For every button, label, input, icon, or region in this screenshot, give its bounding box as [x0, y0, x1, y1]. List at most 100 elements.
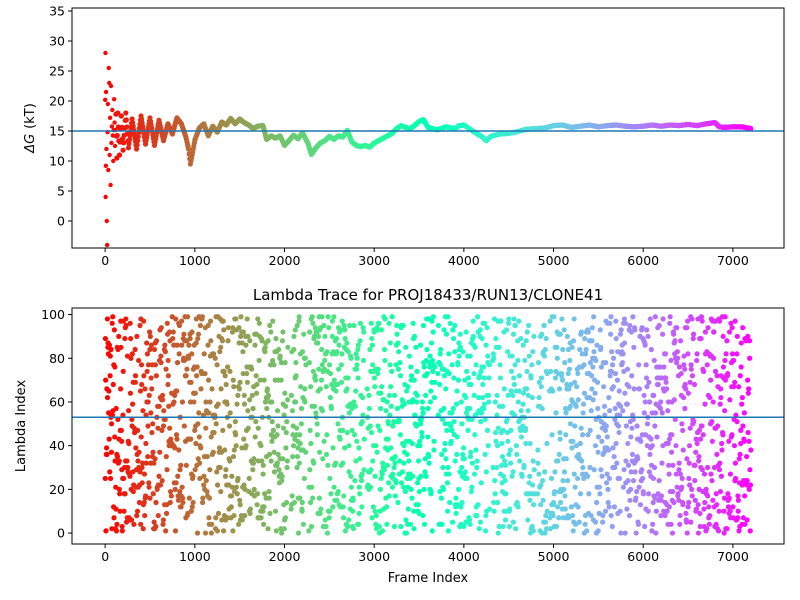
- lambda-point: [357, 491, 363, 497]
- lambda-point: [391, 523, 398, 530]
- lambda-point: [138, 521, 144, 527]
- lambda-point: [591, 349, 597, 355]
- lambda-point: [600, 519, 606, 525]
- lambda-point: [622, 390, 628, 396]
- lambda-point: [203, 478, 209, 484]
- lambda-point: [571, 316, 577, 322]
- lambda-point: [324, 349, 330, 355]
- lambda-point: [653, 530, 659, 536]
- lambda-point: [703, 486, 709, 492]
- lambda-point: [290, 443, 297, 449]
- lambda-point: [501, 386, 507, 392]
- lambda-point: [214, 469, 220, 475]
- lambda-point: [549, 432, 555, 438]
- lambda-point: [561, 469, 568, 475]
- lambda-point: [536, 394, 542, 401]
- lambda-point: [600, 512, 606, 519]
- lambda-point: [408, 486, 414, 492]
- lambda-point: [581, 362, 587, 368]
- lambda-point: [424, 370, 430, 377]
- lambda-point: [740, 423, 746, 429]
- lambda-point: [430, 314, 436, 320]
- lambda-point: [668, 449, 675, 455]
- lambda-point: [439, 451, 445, 458]
- lambda-point: [613, 440, 619, 447]
- lambda-point: [331, 377, 337, 383]
- lambda-point: [209, 521, 215, 527]
- lambda-point: [218, 344, 224, 350]
- lambda-point: [356, 510, 362, 517]
- lambda-point: [172, 528, 179, 534]
- lambda-point: [699, 318, 705, 324]
- lambda-point: [141, 499, 147, 506]
- lambda-point: [581, 475, 587, 482]
- lambda-point: [574, 384, 580, 390]
- lambda-point: [576, 451, 582, 458]
- lambda-point: [368, 467, 374, 473]
- lambda-point: [334, 497, 340, 503]
- lambda-point: [595, 405, 601, 412]
- lambda-point: [730, 504, 736, 510]
- lambda-point: [389, 368, 395, 374]
- lambda-point: [449, 519, 456, 525]
- lambda-point: [509, 473, 515, 479]
- lambda-point: [510, 519, 516, 525]
- lambda-point: [567, 421, 574, 427]
- lambda-point: [356, 484, 362, 490]
- lambda-point: [658, 399, 664, 405]
- lambda-point: [307, 427, 313, 433]
- lambda-point: [716, 508, 722, 514]
- lambda-point: [459, 499, 465, 506]
- lambda-point: [561, 486, 567, 492]
- lambda-point: [218, 386, 224, 392]
- dg-point: [748, 126, 754, 132]
- lambda-point: [371, 375, 378, 381]
- lambda-point: [608, 314, 614, 320]
- lambda-point: [469, 460, 476, 466]
- lambda-point: [253, 390, 260, 396]
- lambda-point: [454, 434, 460, 440]
- lambda-point: [502, 517, 509, 523]
- lambda-point: [610, 355, 617, 361]
- lambda-point: [689, 493, 695, 499]
- lambda-x-tick-label: 7000: [717, 549, 749, 564]
- lambda-point: [748, 447, 754, 453]
- lambda-point: [414, 399, 420, 405]
- lambda-point: [370, 458, 376, 464]
- lambda-point: [614, 377, 621, 383]
- lambda-point: [497, 375, 504, 381]
- lambda-point: [639, 325, 645, 331]
- lambda-point: [529, 482, 536, 488]
- lambda-point: [239, 340, 245, 346]
- lambda-point: [719, 447, 725, 453]
- dg-point: [103, 194, 108, 200]
- lambda-point: [452, 458, 458, 464]
- lambda-point: [300, 521, 307, 527]
- lambda-point: [465, 427, 471, 433]
- lambda-point: [233, 484, 240, 490]
- lambda-point: [112, 364, 118, 370]
- lambda-point: [265, 392, 272, 399]
- lambda-point: [420, 410, 426, 416]
- lambda-point: [148, 410, 154, 416]
- lambda-point: [556, 386, 563, 392]
- lambda-point: [679, 484, 685, 490]
- lambda-point: [688, 519, 694, 525]
- lambda-point: [541, 353, 548, 359]
- lambda-point: [414, 480, 421, 486]
- lambda-point: [323, 451, 330, 458]
- lambda-point: [656, 322, 662, 329]
- lambda-point: [260, 462, 266, 468]
- lambda-point: [163, 453, 169, 460]
- lambda-point: [173, 432, 180, 438]
- lambda-point: [338, 362, 344, 368]
- lambda-point: [630, 412, 636, 418]
- lambda-point: [478, 480, 484, 486]
- lambda-point: [388, 403, 394, 409]
- lambda-point: [664, 386, 670, 392]
- lambda-point: [352, 478, 358, 484]
- lambda-point: [203, 425, 209, 431]
- lambda-point: [476, 526, 482, 532]
- lambda-point: [584, 528, 590, 534]
